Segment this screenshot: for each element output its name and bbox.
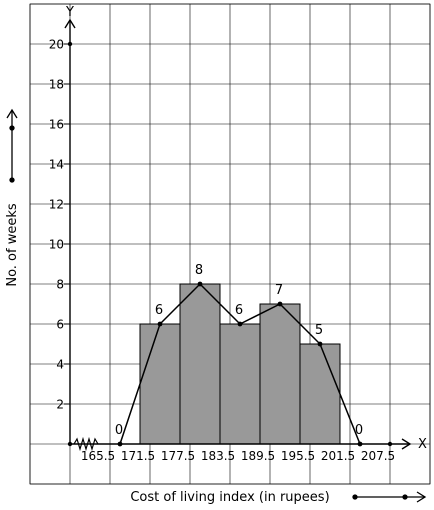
histogram-bar — [219, 323, 261, 445]
x-tick-label: 177.5 — [161, 449, 195, 463]
x-tick-label: 201.5 — [321, 449, 355, 463]
y-axis-letter: Y — [65, 5, 74, 20]
histogram-bar — [259, 303, 301, 445]
polygon-point-label: 7 — [275, 283, 283, 298]
polygon-point — [317, 341, 323, 347]
x-tick-label: 165.5 — [81, 449, 115, 463]
y-direction-arrow-icon — [6, 108, 18, 183]
polygon-point-label: 6 — [235, 303, 243, 318]
polygon-point — [357, 441, 363, 447]
polygon-point — [157, 321, 163, 327]
x-axis-letter: X — [418, 437, 427, 452]
y-tick-label: 12 — [49, 198, 64, 212]
x-tick-label: 189.5 — [241, 449, 275, 463]
y-tick-label: 4 — [56, 358, 64, 372]
y-tick-labels: 2 4 6 8 10 12 14 16 18 20 — [49, 38, 70, 412]
histogram-bar — [139, 323, 181, 445]
x-axis-label: Cost of living index (in rupees) — [130, 490, 329, 505]
frequency-polygon — [117, 281, 363, 447]
y-tick-label: 2 — [56, 398, 64, 412]
polygon-point — [237, 321, 243, 327]
x-tick-label: 207.5 — [361, 449, 395, 463]
polygon-point — [197, 281, 203, 287]
y-tick-label: 16 — [49, 118, 64, 132]
axis-break-icon — [73, 436, 99, 452]
x-tick-label: 183.5 — [201, 449, 235, 463]
x-tick-label: 171.5 — [121, 449, 155, 463]
polygon-point — [117, 441, 123, 447]
y-tick-label: 18 — [49, 78, 64, 92]
polygon-point-label: 8 — [195, 263, 203, 278]
polygon-point-label: 0 — [355, 423, 363, 438]
y-axis-arrow-icon — [64, 18, 76, 29]
y-tick-label: 8 — [56, 278, 64, 292]
y-tick-label: 10 — [49, 238, 64, 252]
histogram-bar — [299, 343, 341, 445]
y-axis-label: No. of weeks — [5, 203, 20, 287]
origin-dot — [67, 441, 73, 447]
polygon-point-label: 5 — [315, 323, 323, 338]
polygon-point-label: 6 — [155, 303, 163, 318]
polygon-point-label: 0 — [115, 423, 123, 438]
axes — [64, 18, 412, 452]
histogram-bar — [179, 283, 221, 445]
x-tick-label: 195.5 — [281, 449, 315, 463]
y-tick-label: 6 — [56, 318, 64, 332]
x-axis-arrow-icon — [401, 438, 412, 450]
y-tick-label: 20 — [49, 38, 64, 52]
x-tick-labels: 165.5 171.5 177.5 183.5 189.5 195.5 201.5 207.5 — [81, 449, 395, 463]
x-end-dot — [387, 441, 393, 447]
polygon-point-labels: 0 6 8 6 7 5 0 — [115, 263, 363, 438]
polygon-point — [277, 301, 283, 307]
y-tick-label: 14 — [49, 158, 64, 172]
x-direction-arrow-icon — [352, 491, 427, 503]
